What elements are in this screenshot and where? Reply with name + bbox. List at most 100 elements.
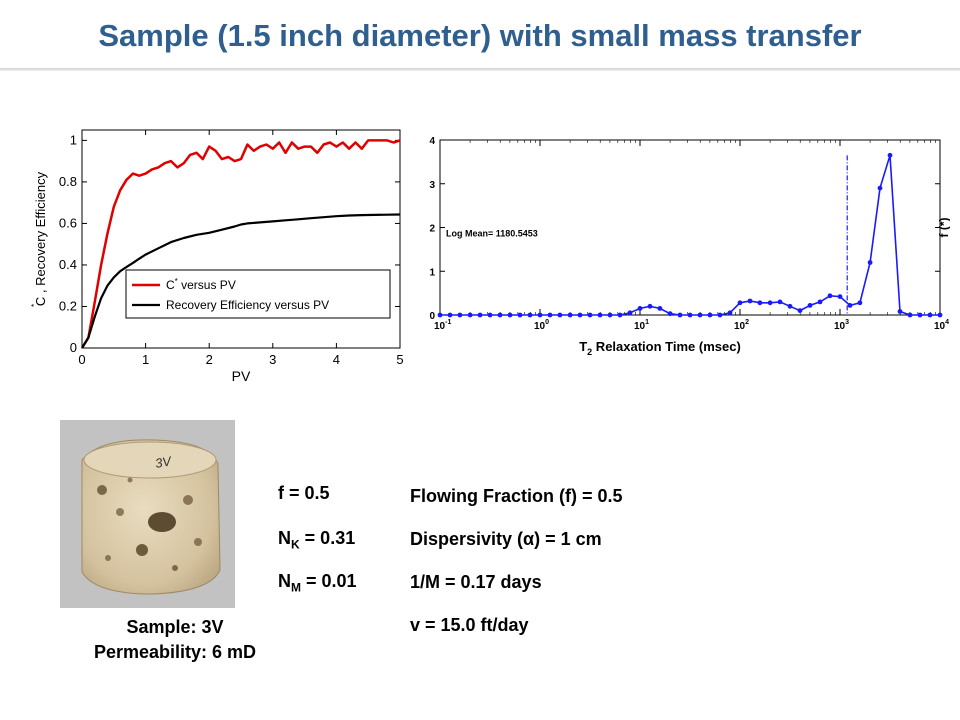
x-tick-label: 5 xyxy=(396,352,403,367)
series-t2-point xyxy=(487,312,493,318)
series-t2-point xyxy=(447,312,453,318)
x-tick-label: 104 xyxy=(934,319,949,332)
series-t2-point xyxy=(677,312,683,318)
sample-label-marking: 3V xyxy=(154,453,174,471)
param-nm-subscript: M xyxy=(291,580,301,595)
y-tick-label: 3 xyxy=(429,180,435,191)
series-t2-point xyxy=(517,312,523,318)
series-t2-point xyxy=(617,312,623,318)
y-tick-label: 0.4 xyxy=(59,257,77,272)
y-tick-label: 0.2 xyxy=(59,298,77,313)
series-t2-point xyxy=(807,303,813,308)
series-t2-point xyxy=(567,312,573,318)
series-t2-point xyxy=(877,185,883,191)
y-tick-label: 1 xyxy=(70,132,77,147)
series-t2-point xyxy=(607,312,613,318)
param-nm-symbol: N xyxy=(278,571,291,591)
series-t2-point xyxy=(437,312,443,318)
series-t2-point xyxy=(467,312,473,318)
series-t2-point xyxy=(797,308,803,313)
x-tick-label: 101 xyxy=(634,319,649,332)
param-nk: NK = 0.31 xyxy=(278,528,355,552)
x-tick-label: 2 xyxy=(206,352,213,367)
series-t2-point xyxy=(927,312,933,318)
series-recovery-line xyxy=(81,213,401,349)
series-t2-point xyxy=(647,303,653,309)
series-t2-point xyxy=(577,312,583,318)
series-t2-point xyxy=(767,300,773,306)
series-t2-point xyxy=(507,312,513,318)
x-tick-label: 4 xyxy=(333,352,340,367)
y-axis-label: C , Recovery Efficiency xyxy=(33,171,48,306)
series-t2-point xyxy=(867,260,873,265)
x-tick-label: 103 xyxy=(834,319,849,332)
series-t2-point xyxy=(557,312,563,318)
series-t2-point xyxy=(727,310,733,316)
series-t2-point xyxy=(527,312,533,318)
param-nk-subscript: K xyxy=(291,537,300,552)
y-tick-label: 1 xyxy=(429,267,435,278)
x-axis-label: PV xyxy=(232,368,251,384)
param-nk-symbol: N xyxy=(278,528,291,548)
series-t2-point xyxy=(787,303,793,309)
x-tick-label: 100 xyxy=(534,319,549,332)
series-t2-point xyxy=(737,300,743,306)
core-sample-photo: 3V xyxy=(60,420,235,608)
y-axis-label: f (*) xyxy=(937,218,950,238)
y-tick-label: 4 xyxy=(429,136,435,147)
legend-box xyxy=(125,269,391,319)
slide-title: Sample (1.5 inch diameter) with small ma… xyxy=(98,18,862,53)
y-tick-label: 2 xyxy=(429,224,435,235)
series-t2-point xyxy=(497,312,503,318)
series-t2-point xyxy=(847,303,853,308)
series-t2-point xyxy=(817,299,823,305)
series-t2-point xyxy=(897,309,903,314)
series-t2-point xyxy=(717,312,723,318)
series-t2-point xyxy=(657,306,663,311)
series-t2-point xyxy=(597,312,603,318)
log-mean-annotation: Log Mean= 1180.5453 xyxy=(446,228,538,238)
x-axis-label: T2 Relaxation Time (msec) xyxy=(579,339,741,357)
param-dispersivity: Dispersivity (α) = 1 cm xyxy=(410,529,602,549)
plot-frame xyxy=(439,139,941,316)
series-t2-point xyxy=(637,306,643,311)
y-axis-label-star: * xyxy=(30,304,39,307)
x-tick-label: 1 xyxy=(142,352,149,367)
series-t2-point xyxy=(667,311,673,317)
recovery-efficiency-chart: 0 1 2 3 4 5 0 0.2 0.4 0.6 0.8 1 PV C , Recovery Effic… xyxy=(30,129,404,384)
y-tick-label: 0.8 xyxy=(59,174,77,189)
series-t2-point xyxy=(697,312,703,318)
series-t2-point xyxy=(547,312,553,318)
series-t2-point xyxy=(627,310,633,316)
y-tick-label: 0 xyxy=(70,340,77,355)
x-tick-label: 3 xyxy=(269,352,276,367)
legend-label-recovery: Recovery Efficiency versus PV xyxy=(166,298,329,312)
series-t2-point xyxy=(937,312,943,318)
param-f: f = 0.5 xyxy=(278,483,330,503)
series-t2-point xyxy=(777,299,783,305)
series-t2-point xyxy=(747,298,753,304)
param-flowing-fraction: Flowing Fraction (f) = 0.5 xyxy=(410,486,623,506)
y-tick-label: 0 xyxy=(429,311,435,322)
x-tick-label: 102 xyxy=(734,319,749,332)
y-tick-label: 0.6 xyxy=(59,215,77,230)
legend-label-c-star: C* versus PV xyxy=(166,277,236,292)
series-t2-point xyxy=(837,294,843,299)
series-t2-point xyxy=(917,312,923,318)
series-t2-point xyxy=(477,312,483,318)
series-t2-point xyxy=(587,312,593,318)
series-t2-point xyxy=(537,312,543,318)
sample-id-caption: Sample: 3V xyxy=(126,617,224,637)
x-tick-label: 0 xyxy=(78,352,85,367)
series-t2-point xyxy=(707,312,713,318)
series-c-star-line xyxy=(80,139,401,349)
param-velocity: v = 15.0 ft/day xyxy=(410,615,529,635)
param-nm: NM = 0.01 xyxy=(278,571,357,595)
x-tick-label: 10-1 xyxy=(434,319,451,332)
series-t2-point xyxy=(757,300,763,306)
series-t2-point xyxy=(907,312,913,318)
t2-relaxation-chart: 10-1 100 101 102 103 104 0 1 2 3 4 T2 Relaxation Ti… xyxy=(429,136,950,357)
param-mass-transfer: 1/M = 0.17 days xyxy=(410,572,542,592)
permeability-caption: Permeability: 6 mD xyxy=(93,642,257,662)
series-t2-point xyxy=(687,312,693,318)
